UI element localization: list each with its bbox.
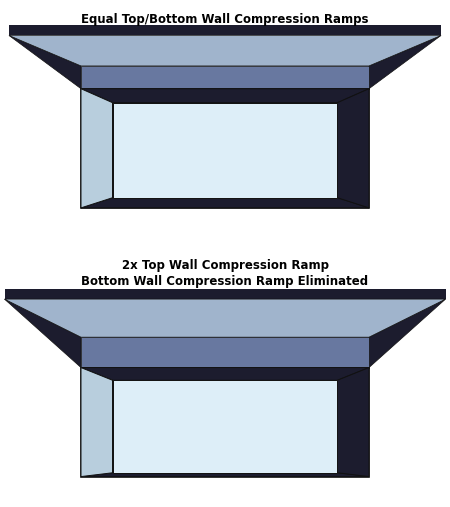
Text: Equal Top/Bottom Wall Compression Ramps: Equal Top/Bottom Wall Compression Ramps: [81, 13, 369, 26]
Polygon shape: [9, 35, 441, 66]
Polygon shape: [81, 198, 369, 208]
Polygon shape: [112, 102, 338, 198]
Polygon shape: [4, 299, 81, 368]
Polygon shape: [81, 368, 369, 380]
FancyBboxPatch shape: [81, 368, 369, 477]
Polygon shape: [4, 289, 446, 299]
Polygon shape: [81, 337, 369, 368]
Polygon shape: [81, 89, 112, 208]
Polygon shape: [81, 473, 369, 477]
Polygon shape: [81, 368, 112, 477]
Polygon shape: [81, 89, 369, 102]
FancyBboxPatch shape: [81, 89, 369, 208]
Polygon shape: [112, 380, 338, 473]
Polygon shape: [81, 66, 369, 89]
Polygon shape: [4, 299, 446, 337]
Text: 2x Top Wall Compression Ramp
Bottom Wall Compression Ramp Eliminated: 2x Top Wall Compression Ramp Bottom Wall…: [81, 259, 369, 287]
Polygon shape: [338, 368, 369, 477]
Polygon shape: [369, 35, 441, 89]
Polygon shape: [338, 89, 369, 208]
Polygon shape: [9, 35, 81, 89]
Polygon shape: [9, 25, 441, 35]
Polygon shape: [369, 299, 446, 368]
